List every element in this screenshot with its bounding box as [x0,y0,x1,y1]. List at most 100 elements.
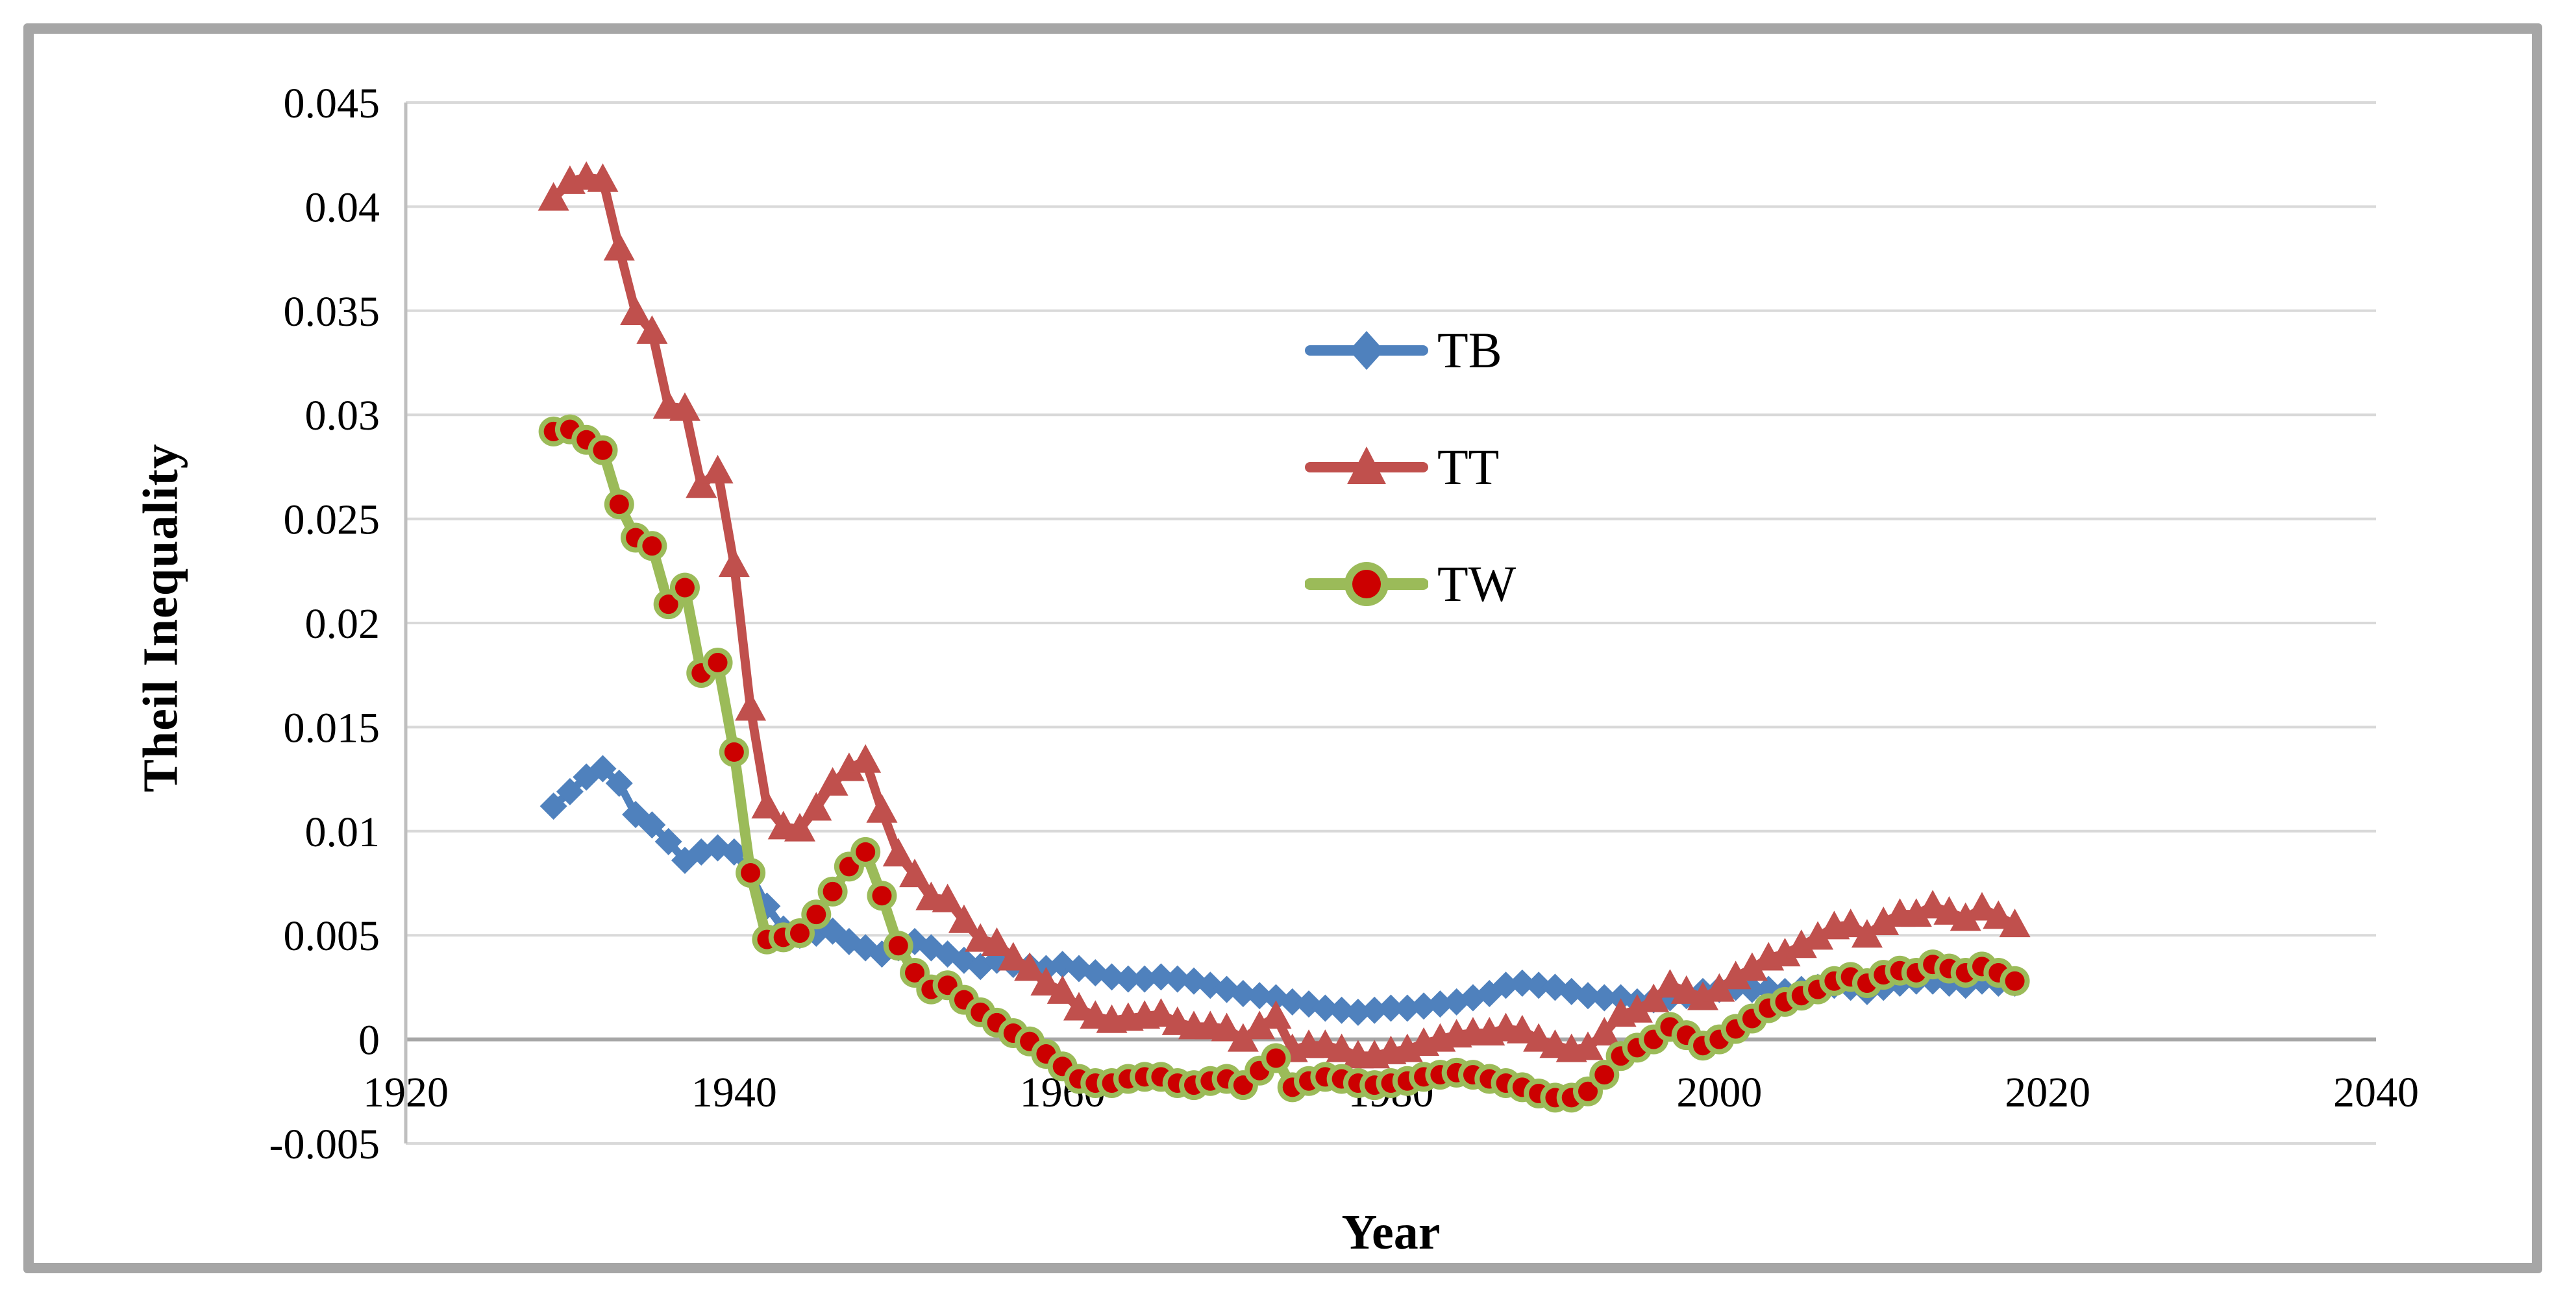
y-tick-label: 0.035 [284,288,380,336]
circle-dot-icon [1352,570,1381,598]
tb-marker [1163,965,1191,993]
tt-marker [1572,1031,1604,1060]
tt-marker [882,838,914,867]
tb-marker [539,792,567,820]
tb-marker [1114,965,1142,993]
tw-marker-dot [905,962,925,983]
legend-item-tw: TW [1305,541,1516,627]
tb-marker [1147,963,1175,991]
tt-marker [800,792,832,821]
tt-marker [1835,909,1866,938]
tt-marker [1621,994,1653,1023]
tt-marker [620,297,652,326]
tb-marker [1393,994,1421,1022]
tt-marker [1211,1012,1243,1042]
tw-marker-dot [1266,1048,1286,1068]
tt-marker [1900,898,1932,927]
tt-marker [1703,973,1735,1002]
tt-marker [850,744,882,773]
legend: TB TT TW [1305,308,1516,658]
tb-marker [556,777,584,805]
tw-marker-dot [839,857,859,877]
tt-marker [669,392,700,421]
tw-marker-dot [888,936,908,956]
tw-marker-dot [1233,1075,1253,1095]
tt-marker [1589,1016,1620,1045]
triangle-icon [1347,446,1386,484]
tw-marker-dot [658,594,678,615]
tw-legend-marker [1305,562,1428,606]
tb-marker [638,811,666,839]
tb-marker [1344,998,1372,1026]
y-tick-label: 0.005 [284,912,380,960]
tt-marker [817,767,848,796]
tw-marker-dot [741,862,761,883]
tt-marker [1260,1000,1292,1029]
tt-marker [1654,969,1686,998]
tt-marker [784,812,815,842]
tb-marker [1246,982,1274,1010]
tw-marker-dot [823,881,843,901]
y-tick-label: 0.025 [284,496,380,544]
tt-marker [538,182,569,211]
tt-marker [1030,966,1062,996]
tb-marker [720,838,748,866]
tb-marker [1311,994,1339,1022]
y-axis-title: Theil Inequality [133,443,188,792]
y-tick-label: 0.04 [305,184,380,231]
tt-marker [1851,919,1883,948]
series-line-tt [549,173,2020,1061]
tt-marker [1999,909,2031,938]
tw-marker-dot [937,975,958,996]
x-tick-label: 2020 [2005,1069,2090,1116]
tt-marker [1785,929,1817,959]
tt-marker [587,163,619,192]
tt-marker [603,232,635,261]
x-tick-label: 1940 [691,1069,777,1116]
tt-marker [1227,1023,1259,1052]
tb-marker [1131,965,1159,993]
tb-marker [589,755,617,783]
tt-marker [833,752,865,781]
tt-marker [1868,906,1900,935]
tt-marker [1966,892,1998,921]
legend-item-tb: TB [1305,308,1516,393]
tt-marker [1950,902,1981,931]
y-tick-label: 0 [358,1017,380,1064]
tb-legend-marker [1305,331,1428,370]
tb-marker [1426,990,1454,1018]
tt-marker [1687,981,1719,1010]
tt-marker [1063,992,1095,1021]
tw-marker-dot [708,652,728,672]
tt-marker [1244,1010,1276,1040]
tt-marker [1326,1033,1357,1062]
tb-marker [1591,984,1618,1012]
tt-marker [751,790,783,819]
tw-marker-dot [1578,1081,1598,1101]
tw-marker-dot [806,905,826,925]
tw-marker-dot [790,923,810,943]
legend-item-tt: TT [1305,424,1516,510]
y-tick-label: 0.045 [284,80,380,127]
tt-marker [1523,1023,1555,1052]
tb-marker [605,770,633,798]
tw-marker-dot [2005,971,2025,991]
tt-marker [1638,983,1670,1012]
tt-legend-marker [1305,446,1428,484]
tt-marker [866,794,898,823]
tt-marker [932,883,963,912]
tb-marker [654,827,682,855]
tt-marker [718,548,750,578]
y-tick-label: 0.03 [305,392,380,439]
tt-marker [997,942,1029,971]
tb-marker [1098,963,1126,991]
legend-label-tw: TW [1437,556,1517,612]
tt-marker [1014,952,1046,981]
tt-marker [1917,890,1949,919]
tw-marker-dot [1594,1065,1615,1085]
tb-marker [1377,994,1405,1022]
tt-marker [1046,975,1078,1004]
tt-marker [1983,900,2014,929]
